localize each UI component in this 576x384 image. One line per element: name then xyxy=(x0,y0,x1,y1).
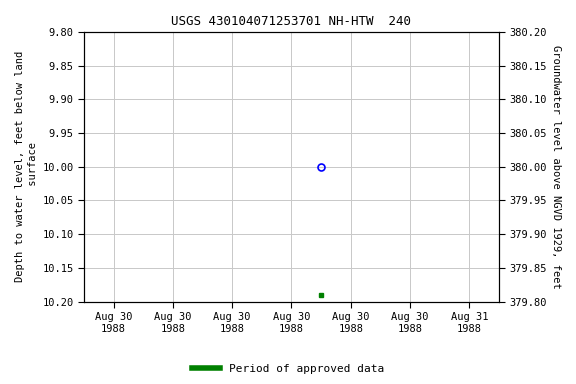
Legend: Period of approved data: Period of approved data xyxy=(188,359,388,379)
Title: USGS 430104071253701 NH-HTW  240: USGS 430104071253701 NH-HTW 240 xyxy=(172,15,411,28)
Y-axis label: Depth to water level, feet below land
 surface: Depth to water level, feet below land su… xyxy=(15,51,38,282)
Y-axis label: Groundwater level above NGVD 1929, feet: Groundwater level above NGVD 1929, feet xyxy=(551,45,561,289)
